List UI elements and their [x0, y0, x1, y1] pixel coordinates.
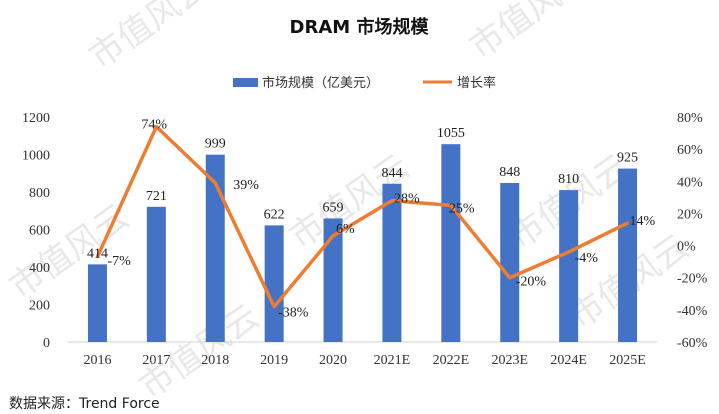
left-y-axis: 0 200 400 600 800 1000 1200 — [22, 111, 50, 351]
x-tick-label: 2023E — [491, 353, 528, 368]
bar-2021E — [382, 183, 402, 342]
x-tick-label: 2019 — [260, 353, 288, 368]
x-tick-label: 2020 — [319, 353, 347, 368]
growth-rate-point-2016 — [95, 255, 99, 259]
bar-value-label-2020: 659 — [323, 200, 344, 215]
growth-rate-label-2022E: 25% — [449, 201, 475, 216]
bar-value-label-2016: 414 — [87, 246, 108, 261]
legend-label-growth-rate: 增长率 — [457, 75, 496, 91]
legend-swatch-market-size — [233, 78, 258, 87]
growth-rate-label-2016: -7% — [107, 254, 131, 269]
x-axis: 2016 2017 2018 2019 2020 2021E 2022E 2023E 2024E… — [83, 353, 645, 368]
right-y-tick-label: 0% — [677, 240, 696, 255]
legend: 市场规模（亿美元） 增长率 — [233, 75, 496, 91]
left-y-tick-label: 0 — [43, 336, 50, 351]
x-tick-label: 2022E — [433, 353, 470, 368]
line-series — [95, 124, 630, 309]
bar-value-label-2017: 721 — [146, 189, 167, 204]
left-y-tick-label: 200 — [29, 299, 50, 314]
bar-value-label-2018: 999 — [205, 137, 226, 152]
growth-rate-point-2017 — [154, 125, 158, 129]
bar-labels: 414 721 999 622 659 844 1055 848 810 925 — [87, 126, 638, 261]
watermark-text: 市值风云 — [462, 0, 596, 67]
growth-rate-point-2022E — [449, 203, 453, 207]
growth-rate-point-2024E — [567, 250, 571, 254]
left-y-tick-label: 1200 — [22, 111, 50, 126]
growth-rate-point-2019 — [272, 305, 276, 309]
bar-2024E — [559, 190, 579, 342]
growth-rate-point-2018 — [213, 181, 217, 185]
bar-2019 — [264, 225, 284, 342]
chart-title: DRAM 市场规模 — [290, 16, 430, 38]
growth-rate-label-2025E: 14% — [630, 214, 656, 229]
left-y-tick-label: 1000 — [22, 149, 50, 164]
x-tick-label: 2017 — [142, 353, 170, 368]
right-y-tick-label: -40% — [677, 304, 708, 319]
left-y-tick-label: 400 — [29, 261, 50, 276]
bar-2016 — [87, 264, 107, 342]
growth-rate-point-2023E — [508, 276, 512, 280]
line-labels: -7% 74% 39% -38% 6% 28% 25% -20% -4% 14% — [107, 118, 655, 321]
left-y-tick-label: 600 — [29, 224, 50, 239]
right-y-tick-label: 60% — [677, 143, 703, 158]
bar-2023E — [500, 183, 520, 342]
growth-rate-point-2025E — [626, 221, 630, 225]
growth-rate-label-2024E: -4% — [575, 251, 599, 266]
bar-2018 — [205, 154, 225, 342]
growth-rate-label-2020: 6% — [336, 222, 355, 237]
watermark-text: 市值风云 — [82, 0, 216, 77]
right-y-tick-label: -60% — [677, 336, 708, 351]
right-y-axis: -60% -40% -20% 0% 20% 40% 60% 80% — [677, 111, 708, 351]
growth-rate-point-2021E — [390, 199, 394, 203]
bar-value-label-2025E: 925 — [617, 151, 638, 166]
bar-2022E — [441, 144, 461, 342]
bar-value-label-2022E: 1055 — [437, 126, 465, 141]
growth-rate-label-2017: 74% — [141, 118, 167, 133]
bar-series — [87, 144, 638, 342]
bar-value-label-2024E: 810 — [558, 172, 579, 187]
x-tick-label: 2021E — [374, 353, 411, 368]
bar-2017 — [146, 206, 166, 342]
x-tick-label: 2018 — [201, 353, 229, 368]
legend-label-market-size: 市场规模（亿美元） — [262, 75, 379, 91]
right-y-tick-label: 80% — [677, 111, 703, 126]
right-y-tick-label: -20% — [677, 272, 708, 287]
right-y-tick-label: 20% — [677, 207, 703, 222]
left-y-tick-label: 800 — [29, 186, 50, 201]
growth-rate-label-2018: 39% — [233, 178, 259, 193]
x-tick-label: 2025E — [609, 353, 646, 368]
right-y-tick-label: 40% — [677, 175, 703, 190]
x-tick-label: 2024E — [550, 353, 587, 368]
watermark-layer: 市值风云市值风云市值风云市值风云市值风云市值风云市值风云 — [2, 0, 696, 407]
bar-value-label-2021E: 844 — [381, 166, 402, 181]
bar-value-label-2023E: 848 — [499, 165, 520, 180]
bar-value-label-2019: 622 — [264, 207, 285, 222]
growth-rate-label-2021E: 28% — [394, 192, 420, 207]
bar-2025E — [618, 168, 638, 342]
growth-rate-label-2019: -38% — [278, 306, 309, 321]
x-tick-label: 2016 — [83, 353, 111, 368]
bar-2020 — [323, 218, 343, 342]
source-note: 数据来源：Trend Force — [9, 396, 160, 412]
growth-rate-label-2023E: -20% — [516, 275, 547, 290]
growth-rate-line — [95, 124, 629, 309]
growth-rate-point-2020 — [331, 234, 335, 238]
